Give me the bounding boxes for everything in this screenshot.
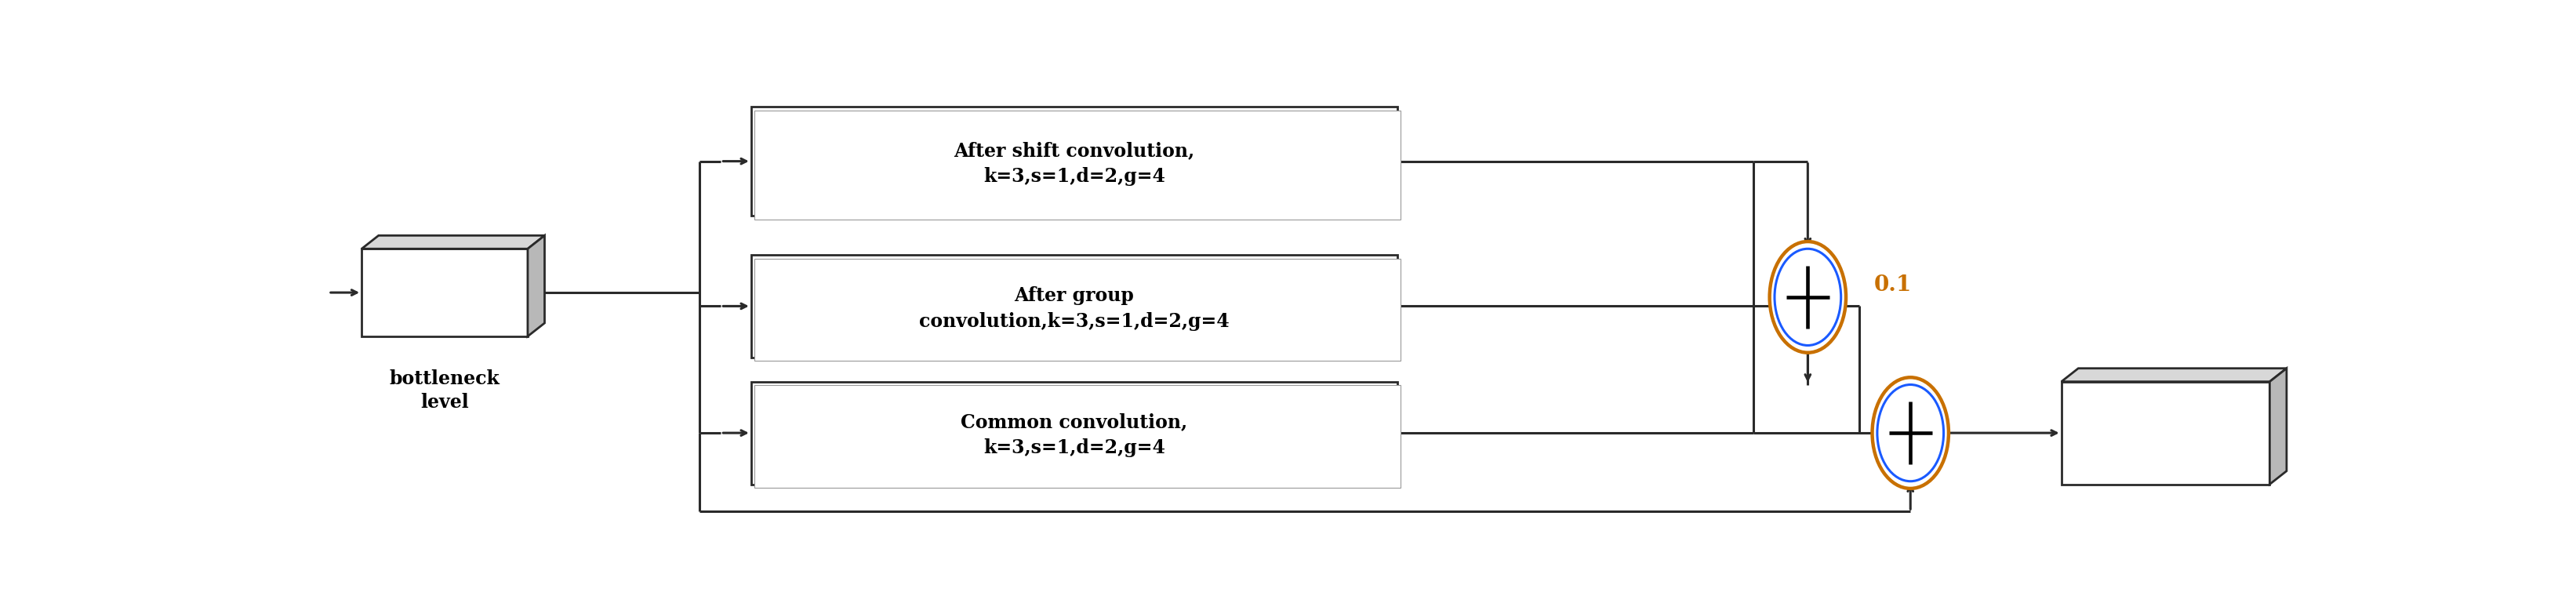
Polygon shape	[361, 236, 544, 249]
Text: After group: After group	[1015, 286, 1133, 305]
Bar	[752, 107, 1396, 216]
Bar	[752, 382, 1396, 484]
Ellipse shape	[1775, 249, 1842, 346]
Polygon shape	[2061, 368, 2287, 382]
Bar	[755, 111, 1401, 219]
Bar	[755, 385, 1401, 488]
Text: Common convolution,: Common convolution,	[961, 413, 1188, 432]
Bar	[752, 255, 1396, 357]
Polygon shape	[528, 236, 544, 336]
Polygon shape	[2269, 368, 2287, 484]
Ellipse shape	[1873, 378, 1947, 489]
Text: k=3,s=1,d=2,g=4: k=3,s=1,d=2,g=4	[984, 438, 1164, 457]
Polygon shape	[361, 249, 528, 336]
Text: convolution,k=3,s=1,d=2,g=4: convolution,k=3,s=1,d=2,g=4	[920, 312, 1229, 331]
Bar	[755, 258, 1401, 361]
Polygon shape	[2061, 382, 2269, 484]
Text: After shift convolution,: After shift convolution,	[953, 141, 1195, 160]
Text: k=3,s=1,d=2,g=4: k=3,s=1,d=2,g=4	[984, 167, 1164, 186]
Ellipse shape	[1878, 384, 1945, 481]
Ellipse shape	[1770, 241, 1847, 352]
Text: bottleneck
level: bottleneck level	[389, 370, 500, 411]
Text: 0.1: 0.1	[1875, 274, 1911, 295]
